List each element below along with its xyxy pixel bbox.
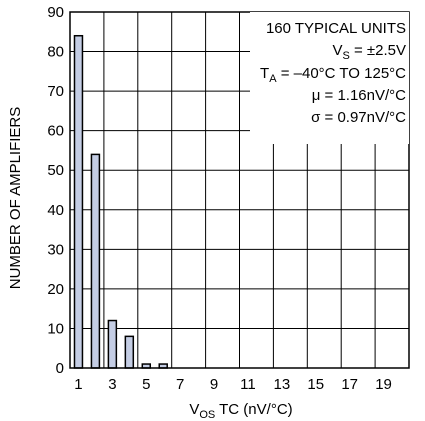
y-tick-label: 40 [47, 202, 64, 219]
x-tick-label: 19 [375, 376, 392, 393]
annotation-supply: VS = ±2.5V [332, 42, 406, 62]
x-tick-label: 13 [274, 376, 291, 393]
x-tick-label: 11 [240, 376, 256, 393]
y-tick-label: 20 [47, 281, 64, 298]
y-tick-labels: 0 10 20 30 40 50 60 70 80 90 [47, 4, 64, 377]
y-tick-label: 90 [47, 4, 64, 21]
x-tick-label: 17 [341, 376, 358, 393]
y-tick-label: 30 [47, 241, 64, 258]
x-tick-label: 3 [108, 376, 116, 393]
y-tick-label: 10 [47, 320, 64, 337]
bar [73, 34, 84, 369]
x-tick-label: 15 [307, 376, 324, 393]
y-tick-label: 50 [47, 162, 64, 179]
y-tick-label: 70 [47, 83, 64, 100]
x-tick-label: 7 [176, 376, 184, 393]
x-tick-label: 5 [142, 376, 150, 393]
annotation-temperature: TA = –40°C TO 125°C [260, 65, 406, 85]
bars [73, 34, 168, 369]
x-tick-label: 9 [210, 376, 218, 393]
plot-frame [69, 11, 410, 369]
x-tick-label: 1 [74, 376, 82, 393]
grid-lines [70, 12, 409, 368]
bar [90, 153, 101, 369]
annotation-units: 160 TYPICAL UNITS [266, 20, 406, 37]
x-axis-label: VOS TC (nV/°C) [189, 401, 292, 421]
annotation-background [250, 12, 409, 144]
y-tick-label: 60 [47, 123, 64, 140]
y-tick-label: 80 [47, 44, 64, 61]
x-tick-labels: 1 3 5 7 9 11 13 15 17 19 [74, 376, 392, 393]
annotation-mean: μ = 1.16nV/°C [312, 87, 406, 104]
y-tick-label: 0 [56, 360, 64, 377]
annotation-box: 160 TYPICAL UNITS VS = ±2.5V TA = –40°C … [260, 20, 406, 126]
bar [107, 319, 118, 369]
bar [124, 335, 135, 369]
annotation-sigma: σ = 0.97nV/°C [311, 109, 406, 126]
y-axis-label: NUMBER OF AMPLIFIERS [7, 107, 24, 290]
